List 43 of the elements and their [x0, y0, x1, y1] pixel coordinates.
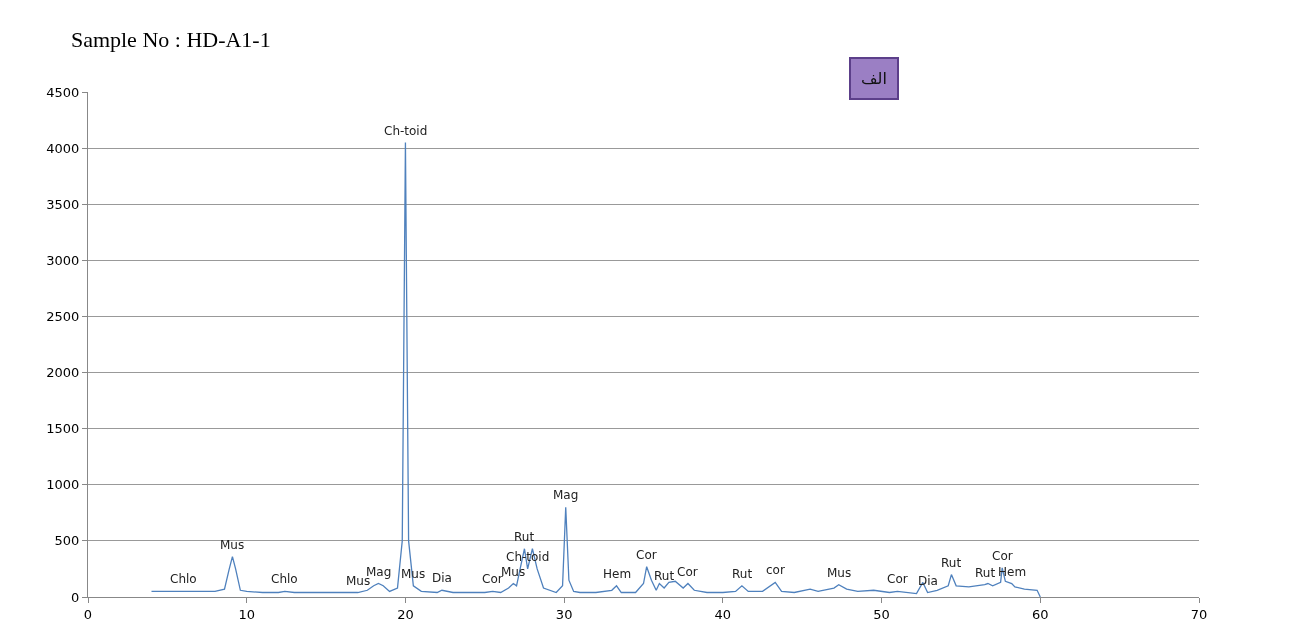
x-tick-label: 30 — [555, 606, 573, 622]
annotation: Cor — [887, 572, 908, 586]
annotation: Ch-toid — [384, 124, 428, 138]
y-tick-label: 2000 — [46, 365, 80, 381]
annotation: Hem — [603, 567, 632, 581]
x-tick-label: 60 — [1032, 606, 1049, 622]
annotation: Rut — [654, 569, 675, 583]
chart-title: Sample No : HD-A1-1 — [70, 27, 271, 53]
y-tick-label: 1000 — [46, 477, 80, 493]
annotation: Rut — [975, 566, 996, 580]
line-series — [150, 141, 1041, 597]
annotation: Cor — [636, 548, 657, 562]
x-tick-label: 40 — [714, 606, 732, 622]
annotation: cor — [766, 563, 785, 577]
annotation: Mus — [501, 565, 526, 579]
y-tick-label: 1500 — [46, 421, 80, 437]
y-tick-label: 3500 — [46, 196, 80, 212]
annotation: Chlo — [271, 572, 298, 586]
annotation: Mus — [827, 566, 852, 580]
x-tick-label: 70 — [1190, 606, 1208, 622]
x-tick-label: 20 — [397, 606, 414, 622]
annotation: Rut — [941, 556, 962, 570]
y-tick-label: 4000 — [46, 140, 80, 156]
y-tick-label: 3000 — [46, 252, 80, 268]
x-tick-label: 50 — [873, 606, 890, 622]
annotation: Mus — [401, 567, 426, 581]
x-tick-label: 0 — [83, 606, 93, 622]
annotation: Dia — [432, 571, 452, 585]
y-tick-label: 4500 — [46, 84, 80, 100]
annotation: Dia — [918, 574, 938, 588]
annotation: Mag — [553, 488, 579, 502]
x-tick-label: 10 — [238, 606, 255, 622]
text: الف — [861, 69, 887, 88]
annotation: Cor — [482, 572, 503, 586]
annotation: Rut — [732, 567, 753, 581]
y-tick-label: 500 — [54, 533, 80, 549]
y-tick-label: 2500 — [46, 308, 80, 324]
annotation: Cor — [677, 565, 698, 579]
annotation: Mus — [220, 538, 245, 552]
annotation: Cor — [992, 549, 1013, 563]
annotation: Rut — [514, 530, 535, 544]
y-tick-label: 0 — [71, 589, 80, 605]
annotation: Chlo — [170, 572, 197, 586]
